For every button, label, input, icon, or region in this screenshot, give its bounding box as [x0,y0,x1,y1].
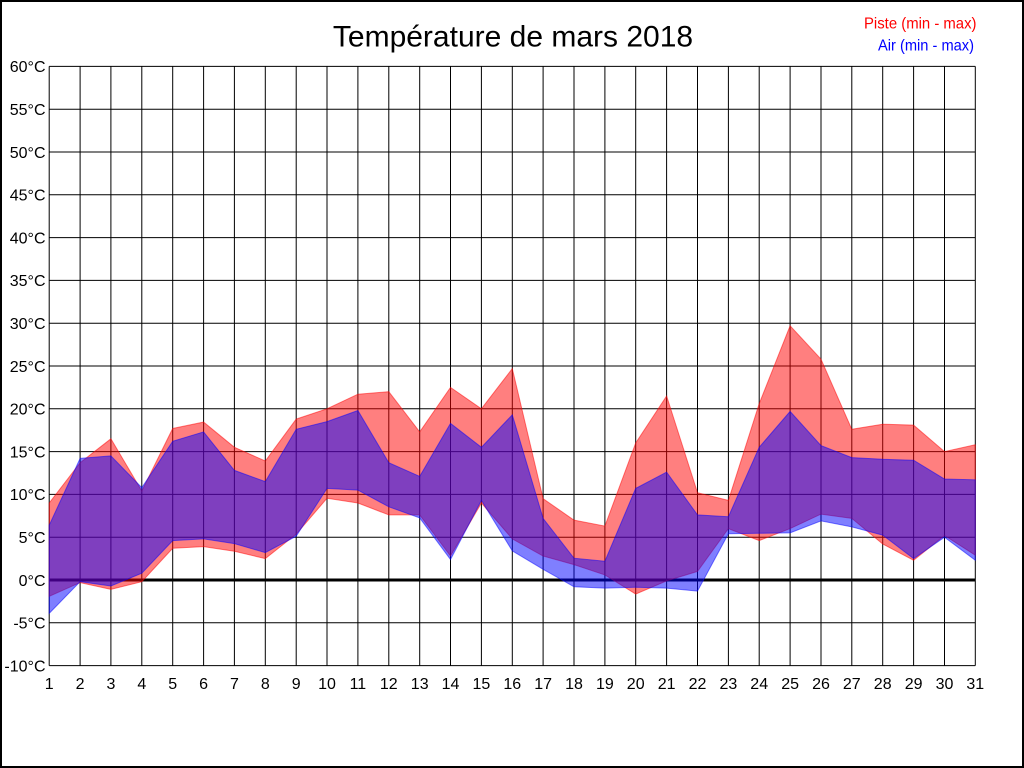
svg-text:3: 3 [106,676,115,693]
svg-text:45°C: 45°C [10,188,46,205]
svg-text:Piste (min - max): Piste (min - max) [864,15,977,32]
svg-text:13: 13 [411,676,429,693]
svg-text:22: 22 [689,676,707,693]
svg-text:16: 16 [503,676,521,693]
svg-text:26: 26 [812,676,830,693]
svg-text:10: 10 [318,676,336,693]
svg-text:11: 11 [350,676,367,693]
svg-text:40°C: 40°C [10,230,46,247]
svg-text:14: 14 [442,676,460,693]
svg-text:5°C: 5°C [19,530,46,547]
svg-text:10°C: 10°C [10,487,46,504]
svg-text:25°C: 25°C [10,359,46,376]
svg-text:35°C: 35°C [10,273,46,290]
svg-text:Air (min - max): Air (min - max) [878,38,974,55]
svg-text:50°C: 50°C [10,145,46,162]
svg-text:20°C: 20°C [10,402,46,419]
svg-text:9: 9 [292,676,301,693]
svg-text:4: 4 [137,676,146,693]
svg-text:30: 30 [936,676,954,693]
svg-text:1: 1 [45,676,54,693]
svg-text:18: 18 [565,676,583,693]
svg-text:30°C: 30°C [10,316,46,333]
svg-text:60°C: 60°C [10,59,46,76]
svg-text:6: 6 [199,676,208,693]
svg-text:0°C: 0°C [19,573,46,590]
svg-text:24: 24 [750,676,768,693]
svg-text:27: 27 [843,676,861,693]
svg-text:23: 23 [720,676,738,693]
svg-text:15: 15 [473,676,491,693]
svg-text:Température de mars 2018: Température de mars 2018 [333,20,693,53]
svg-text:8: 8 [261,676,270,693]
svg-text:21: 21 [658,676,676,693]
svg-text:-10°C: -10°C [4,658,45,675]
svg-text:28: 28 [874,676,892,693]
svg-text:-5°C: -5°C [13,616,45,633]
svg-text:19: 19 [596,676,614,693]
svg-text:5: 5 [168,676,177,693]
svg-text:25: 25 [781,676,799,693]
svg-text:15°C: 15°C [10,444,46,461]
svg-text:20: 20 [627,676,645,693]
svg-text:29: 29 [905,676,923,693]
svg-text:31: 31 [966,676,984,693]
svg-text:55°C: 55°C [10,102,46,119]
svg-text:17: 17 [534,676,552,693]
svg-text:12: 12 [380,676,398,693]
svg-text:7: 7 [230,676,239,693]
svg-text:2: 2 [76,676,85,693]
